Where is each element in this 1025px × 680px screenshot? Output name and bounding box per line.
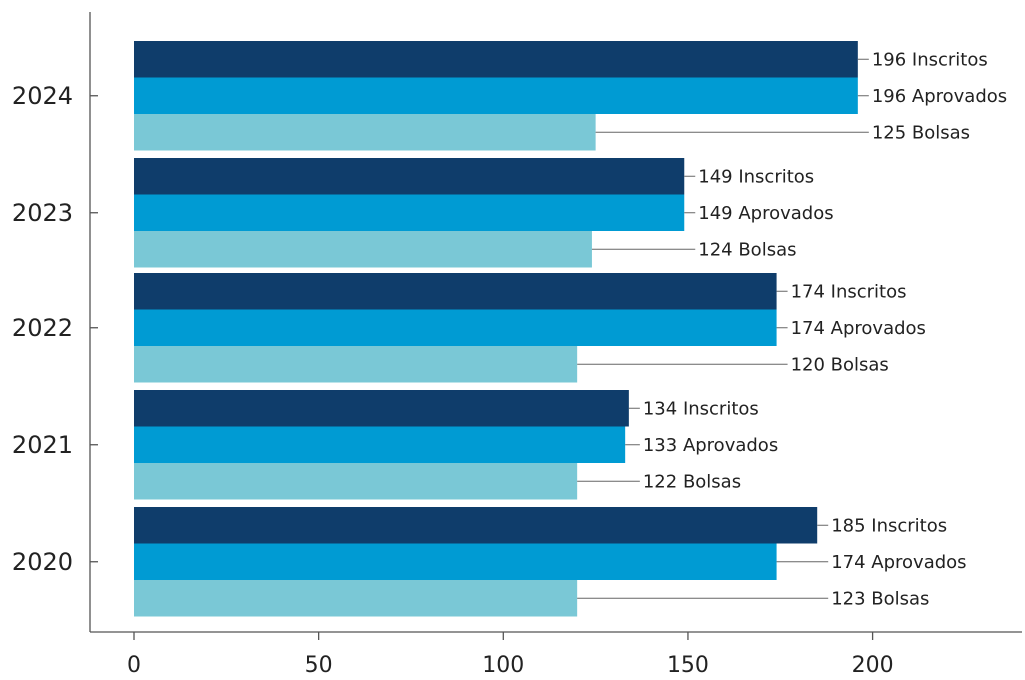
data-label: 149 Aprovados	[698, 203, 833, 224]
data-labels: 185 Inscritos 174 Aprovados 123 Bolsas 134 …	[577, 49, 1007, 609]
bar-inscritos	[134, 273, 777, 310]
data-label: 125 Bolsas	[872, 122, 970, 143]
x-tick-label: 0	[127, 653, 141, 678]
bar-aprovados	[134, 194, 685, 231]
bar-bolsas	[134, 114, 596, 151]
x-tick-label: 200	[852, 653, 894, 678]
bar-inscritos	[134, 158, 685, 195]
data-label: 123 Bolsas	[831, 588, 929, 609]
bar-aprovados	[134, 426, 626, 463]
bars	[134, 41, 858, 617]
data-label: 196 Aprovados	[872, 86, 1007, 107]
y-tick-label: 2020	[12, 548, 73, 576]
x-tick-label: 100	[482, 653, 524, 678]
data-label: 174 Aprovados	[791, 318, 926, 339]
data-label: 185 Inscritos	[831, 515, 947, 536]
bar-inscritos	[134, 390, 629, 427]
bar-bolsas	[134, 463, 578, 500]
bar-inscritos	[134, 507, 818, 544]
bar-aprovados	[134, 309, 777, 346]
bar-inscritos	[134, 41, 858, 78]
y-tick-label: 2021	[12, 431, 73, 459]
y-tick-label: 2024	[12, 82, 73, 110]
x-tick-label: 50	[305, 653, 333, 678]
data-label: 174 Aprovados	[831, 552, 966, 573]
bar-bolsas	[134, 580, 578, 617]
data-label: 174 Inscritos	[791, 281, 907, 302]
data-label: 134 Inscritos	[643, 398, 759, 419]
axes: 0 50 100 150 200 2020 2021 2022 2023 2024	[12, 12, 1022, 678]
bar-aprovados	[134, 77, 858, 114]
data-label: 133 Aprovados	[643, 435, 778, 456]
bar-bolsas	[134, 346, 578, 383]
y-tick-label: 2023	[12, 199, 73, 227]
y-tick-label: 2022	[12, 314, 73, 342]
data-label: 124 Bolsas	[698, 239, 796, 260]
bar-aprovados	[134, 543, 777, 580]
data-label: 196 Inscritos	[872, 49, 988, 70]
data-label: 149 Inscritos	[698, 166, 814, 187]
data-label: 122 Bolsas	[643, 471, 741, 492]
data-label: 120 Bolsas	[791, 354, 889, 375]
x-tick-label: 150	[667, 653, 709, 678]
bar-bolsas	[134, 231, 592, 268]
